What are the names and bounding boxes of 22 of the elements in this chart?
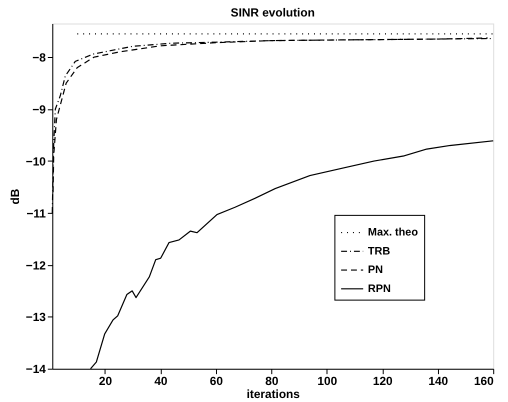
x-axis-title: iterations	[246, 386, 300, 401]
legend-label: Max. theo	[368, 226, 418, 239]
x-tick-label: 100	[317, 374, 338, 388]
y-tick-label: −9	[32, 102, 46, 117]
x-tick-label: 40	[154, 374, 168, 388]
y-tick-label: −12	[26, 258, 46, 272]
x-tick-label: 160	[474, 374, 494, 388]
y-tick-label: −14	[26, 362, 46, 376]
y-axis-title: dB	[8, 188, 22, 204]
y-tick-label: −8	[32, 50, 46, 65]
x-tick-label: 140	[428, 374, 449, 388]
legend-label: TRB	[368, 245, 390, 258]
legend-label: PN	[368, 264, 384, 276]
y-tick-label: −10	[26, 154, 46, 168]
legend-label: RPN	[368, 282, 391, 295]
x-tick-label: 120	[372, 374, 394, 388]
y-tick-label: −13	[26, 310, 46, 324]
chart-title: SINR evolution	[230, 6, 315, 20]
x-tick-label: 80	[265, 374, 279, 388]
y-tick-label: −11	[26, 206, 46, 220]
x-tick-label: 20	[98, 374, 112, 388]
x-tick-label: 60	[210, 374, 224, 388]
